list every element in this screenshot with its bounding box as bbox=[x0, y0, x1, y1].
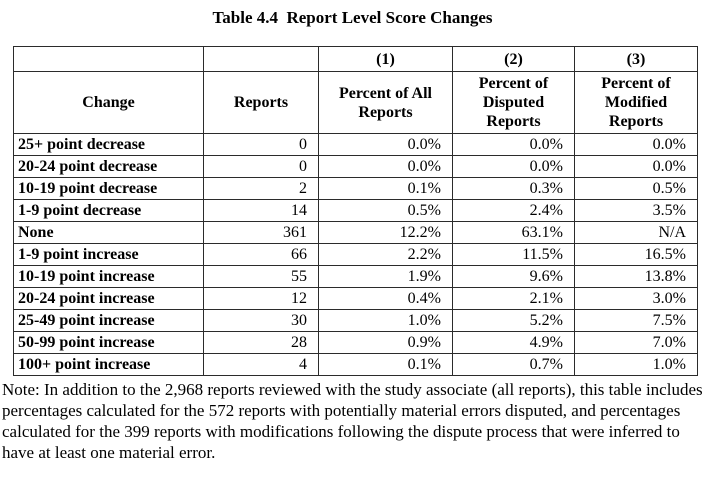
table-row: None 361 12.2% 63.1% N/A bbox=[13, 221, 698, 244]
percent-modified-cell: 3.0% bbox=[574, 287, 698, 310]
percent-modified-cell: 0.0% bbox=[574, 133, 698, 156]
table-row: 1-9 point decrease 14 0.5% 2.4% 3.5% bbox=[13, 199, 698, 222]
percent-disputed-cell: 0.7% bbox=[452, 353, 575, 376]
reports-cell: 55 bbox=[203, 265, 319, 288]
reports-cell: 14 bbox=[203, 199, 319, 222]
header-percent-modified-reports: Percent of Modified Reports bbox=[574, 71, 698, 134]
change-label-cell: 25-49 point increase bbox=[13, 309, 204, 332]
percent-all-cell: 2.2% bbox=[318, 243, 453, 266]
percent-disputed-cell: 11.5% bbox=[452, 243, 575, 266]
change-label-cell: 1-9 point decrease bbox=[13, 199, 204, 222]
percent-disputed-cell: 0.0% bbox=[452, 133, 575, 156]
reports-cell: 12 bbox=[203, 287, 319, 310]
table-title: Table 4.4 Report Level Score Changes bbox=[212, 8, 493, 27]
score-changes-table: (1) (2) (3) Change Reports Percent of Al… bbox=[13, 46, 698, 376]
percent-disputed-cell: 63.1% bbox=[452, 221, 575, 244]
column-header-row: Change Reports Percent of All Reports Pe… bbox=[13, 71, 698, 134]
percent-all-cell: 0.0% bbox=[318, 155, 453, 178]
percent-all-cell: 0.5% bbox=[318, 199, 453, 222]
percent-all-cell: 0.9% bbox=[318, 331, 453, 354]
change-label-cell: None bbox=[13, 221, 204, 244]
table-row: 25+ point decrease 0 0.0% 0.0% 0.0% bbox=[13, 133, 698, 156]
change-label-cell: 10-19 point increase bbox=[13, 265, 204, 288]
table-row: 20-24 point decrease 0 0.0% 0.0% 0.0% bbox=[13, 155, 698, 178]
table-note: Note: In addition to the 2,968 reports r… bbox=[2, 380, 703, 462]
change-label-cell: 25+ point decrease bbox=[13, 133, 204, 156]
percent-modified-cell: 0.5% bbox=[574, 177, 698, 200]
change-label-cell: 20-24 point increase bbox=[13, 287, 204, 310]
header-percent-disputed-reports: Percent of Disputed Reports bbox=[452, 71, 575, 134]
header-reports: Reports bbox=[203, 71, 319, 134]
table-row: 100+ point increase 4 0.1% 0.7% 1.0% bbox=[13, 353, 698, 376]
column-number-3: (3) bbox=[574, 46, 698, 72]
percent-modified-cell: 16.5% bbox=[574, 243, 698, 266]
table-row: 20-24 point increase 12 0.4% 2.1% 3.0% bbox=[13, 287, 698, 310]
percent-disputed-cell: 2.1% bbox=[452, 287, 575, 310]
header-empty-cell bbox=[203, 46, 319, 72]
table-row: 10-19 point increase 55 1.9% 9.6% 13.8% bbox=[13, 265, 698, 288]
table-row: 1-9 point increase 66 2.2% 11.5% 16.5% bbox=[13, 243, 698, 266]
percent-all-cell: 0.0% bbox=[318, 133, 453, 156]
percent-modified-cell: 13.8% bbox=[574, 265, 698, 288]
percent-disputed-cell: 0.3% bbox=[452, 177, 575, 200]
change-label-cell: 1-9 point increase bbox=[13, 243, 204, 266]
percent-disputed-cell: 9.6% bbox=[452, 265, 575, 288]
percent-modified-cell: N/A bbox=[574, 221, 698, 244]
change-label-cell: 20-24 point decrease bbox=[13, 155, 204, 178]
header-empty-cell bbox=[13, 46, 204, 72]
reports-cell: 361 bbox=[203, 221, 319, 244]
column-number-1: (1) bbox=[318, 46, 453, 72]
percent-all-cell: 1.0% bbox=[318, 309, 453, 332]
table-row: 50-99 point increase 28 0.9% 4.9% 7.0% bbox=[13, 331, 698, 354]
column-number-2: (2) bbox=[452, 46, 575, 72]
reports-cell: 4 bbox=[203, 353, 319, 376]
percent-disputed-cell: 0.0% bbox=[452, 155, 575, 178]
percent-modified-cell: 7.5% bbox=[574, 309, 698, 332]
percent-disputed-cell: 4.9% bbox=[452, 331, 575, 354]
table-body: 25+ point decrease 0 0.0% 0.0% 0.0% 20-24 poi… bbox=[13, 133, 698, 376]
percent-modified-cell: 3.5% bbox=[574, 199, 698, 222]
change-label-cell: 10-19 point decrease bbox=[13, 177, 204, 200]
percent-all-cell: 0.1% bbox=[318, 177, 453, 200]
header-change: Change bbox=[13, 71, 204, 134]
percent-modified-cell: 7.0% bbox=[574, 331, 698, 354]
header-percent-all-reports: Percent of All Reports bbox=[318, 71, 453, 134]
reports-cell: 0 bbox=[203, 155, 319, 178]
change-label-cell: 50-99 point increase bbox=[13, 331, 204, 354]
reports-cell: 2 bbox=[203, 177, 319, 200]
percent-all-cell: 0.4% bbox=[318, 287, 453, 310]
percent-all-cell: 12.2% bbox=[318, 221, 453, 244]
percent-disputed-cell: 5.2% bbox=[452, 309, 575, 332]
reports-cell: 66 bbox=[203, 243, 319, 266]
percent-disputed-cell: 2.4% bbox=[452, 199, 575, 222]
percent-modified-cell: 1.0% bbox=[574, 353, 698, 376]
reports-cell: 0 bbox=[203, 133, 319, 156]
column-number-row: (1) (2) (3) bbox=[13, 46, 698, 72]
percent-all-cell: 1.9% bbox=[318, 265, 453, 288]
table-row: 25-49 point increase 30 1.0% 5.2% 7.5% bbox=[13, 309, 698, 332]
change-label-cell: 100+ point increase bbox=[13, 353, 204, 376]
reports-cell: 28 bbox=[203, 331, 319, 354]
percent-all-cell: 0.1% bbox=[318, 353, 453, 376]
percent-modified-cell: 0.0% bbox=[574, 155, 698, 178]
table-row: 10-19 point decrease 2 0.1% 0.3% 0.5% bbox=[13, 177, 698, 200]
reports-cell: 30 bbox=[203, 309, 319, 332]
